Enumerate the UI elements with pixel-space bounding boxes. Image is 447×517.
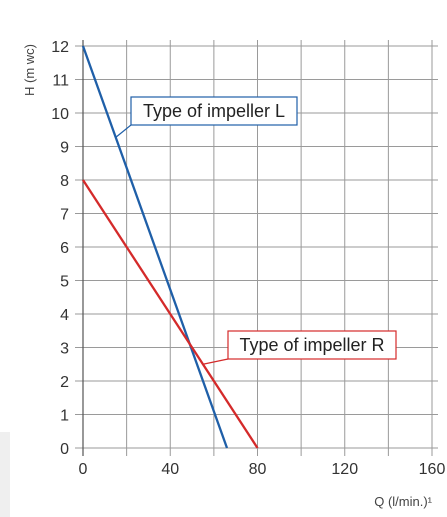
y-axis-title: H (m wc) bbox=[22, 44, 37, 96]
y-tick-label: 11 bbox=[52, 73, 69, 90]
y-tick-label: 1 bbox=[60, 408, 69, 425]
legend-label: Type of impeller R bbox=[239, 335, 384, 355]
top-band bbox=[0, 0, 447, 10]
y-tick-label: 12 bbox=[51, 39, 69, 56]
series-line bbox=[81, 45, 229, 449]
y-tick-label: 2 bbox=[60, 374, 69, 391]
x-tick-label: 40 bbox=[161, 461, 179, 478]
y-tick-label: 3 bbox=[60, 341, 69, 358]
callout-box bbox=[227, 330, 397, 360]
series-group bbox=[81, 45, 259, 449]
x-tick-label: 160 bbox=[419, 461, 446, 478]
x-tick-label: 0 bbox=[79, 461, 88, 478]
legend-label: Type of impeller L bbox=[143, 101, 285, 121]
callout-leader bbox=[115, 124, 132, 138]
legend-callouts: Type of impeller L Type of impeller R bbox=[115, 96, 397, 365]
y-tick-label: 7 bbox=[60, 207, 69, 224]
y-tick-label: 0 bbox=[60, 441, 69, 458]
y-tick-label: 9 bbox=[60, 140, 69, 157]
callout-box bbox=[130, 96, 298, 126]
plot-panel bbox=[10, 10, 447, 517]
y-tick-label: 5 bbox=[60, 274, 69, 291]
y-tick-label: 10 bbox=[51, 106, 69, 123]
x-tick-label: 80 bbox=[249, 461, 267, 478]
y-tick-label: 8 bbox=[60, 173, 69, 190]
x-axis-title: Q (l/min.)¹ bbox=[374, 494, 432, 509]
callout-leader bbox=[202, 358, 229, 365]
y-tick-label: 6 bbox=[60, 240, 69, 257]
left-band bbox=[0, 0, 10, 432]
y-tick-label: 4 bbox=[60, 307, 69, 324]
series-line bbox=[82, 179, 259, 449]
x-tick-label: 120 bbox=[331, 461, 358, 478]
